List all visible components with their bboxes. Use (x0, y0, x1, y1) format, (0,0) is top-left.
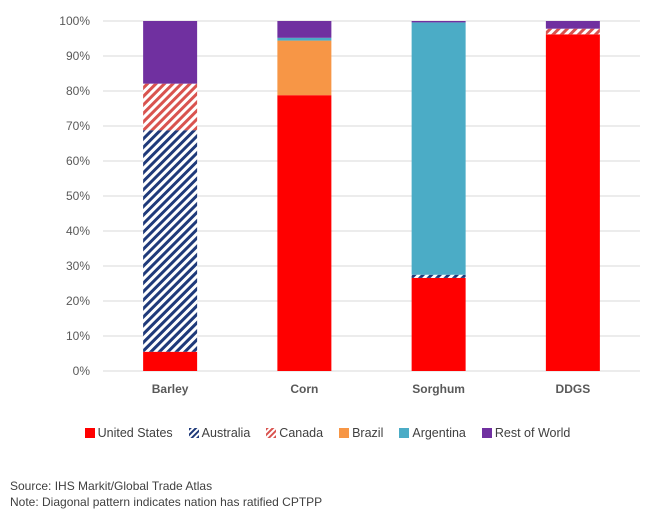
legend-label: Canada (279, 426, 324, 440)
x-tick-label: Corn (290, 382, 318, 396)
x-tick-label: Barley (152, 382, 189, 396)
legend-item: Brazil (339, 426, 383, 440)
bar-segment-united-states (143, 351, 198, 371)
y-tick-label: 50% (66, 189, 90, 203)
y-tick-label: 100% (59, 14, 90, 28)
y-tick-label: 60% (66, 154, 90, 168)
x-axis-labels: Barley Corn Sorghum DDGS (152, 382, 590, 396)
legend-item: Canada (266, 426, 323, 440)
legend-label: United States (97, 426, 173, 440)
bar-segment-brazil (277, 40, 332, 96)
bars (143, 21, 600, 372)
bar-segment-australia (143, 130, 198, 352)
bar-segment-australia (411, 274, 466, 278)
bar-segment-united-states (277, 95, 332, 371)
pattern-note: Note: Diagonal pattern indicates nation … (10, 495, 323, 509)
bar-segment-rest-of-world (411, 21, 466, 23)
legend-item: Rest of World (481, 426, 571, 440)
bar-segment-argentina (277, 37, 332, 41)
legend-swatch (339, 428, 350, 438)
bar-stack-barley (143, 21, 198, 371)
legend-label: Rest of World (494, 426, 571, 440)
footer: Source: IHS Markit/Global Trade Atlas No… (10, 478, 322, 510)
legend-swatch (399, 428, 410, 438)
y-tick-label: 90% (66, 49, 90, 63)
y-tick-label: 80% (66, 84, 90, 98)
legend-swatch (84, 428, 95, 438)
y-tick-label: 30% (66, 259, 90, 273)
x-tick-label: DDGS (556, 382, 591, 396)
bar-segment-canada (545, 28, 600, 35)
legend-label: Argentina (412, 426, 466, 440)
bar-stack-ddgs (545, 21, 600, 372)
legend-item: Australia (188, 426, 251, 440)
stacked-bar-chart: 0% 10% 20% 30% 40% 50% 60% 70% 80% 90% 100% Barley… (59, 14, 640, 396)
legend-swatch (481, 428, 492, 438)
y-axis-ticks: 0% 10% 20% 30% 40% 50% 60% 70% 80% 90% 100% (59, 14, 90, 378)
bar-segment-rest-of-world (545, 21, 600, 29)
bar-segment-canada (143, 83, 198, 131)
bar-stack-sorghum (411, 21, 466, 371)
bar-segment-rest-of-world (143, 21, 198, 84)
legend-item: Argentina (399, 426, 466, 440)
legend-label: Brazil (352, 426, 384, 440)
y-tick-label: 40% (66, 224, 90, 238)
legend-label: Australia (201, 426, 251, 440)
legend-swatch (266, 428, 277, 438)
y-tick-label: 0% (73, 364, 91, 378)
bar-stack-corn (277, 21, 332, 371)
bar-segment-rest-of-world (277, 21, 332, 38)
y-tick-label: 70% (66, 119, 90, 133)
bar-segment-united-states (545, 34, 600, 372)
bar-segment-argentina (411, 22, 466, 275)
x-tick-label: Sorghum (412, 382, 465, 396)
legend-swatch (188, 428, 199, 438)
y-tick-label: 10% (66, 329, 90, 343)
y-tick-label: 20% (66, 294, 90, 308)
legend-item: United States (84, 426, 173, 440)
bar-segment-united-states (411, 277, 466, 371)
legend: United States Australia Canada Brazil Argent… (0, 426, 655, 440)
source-note: Source: IHS Markit/Global Trade Atlas (10, 479, 213, 493)
